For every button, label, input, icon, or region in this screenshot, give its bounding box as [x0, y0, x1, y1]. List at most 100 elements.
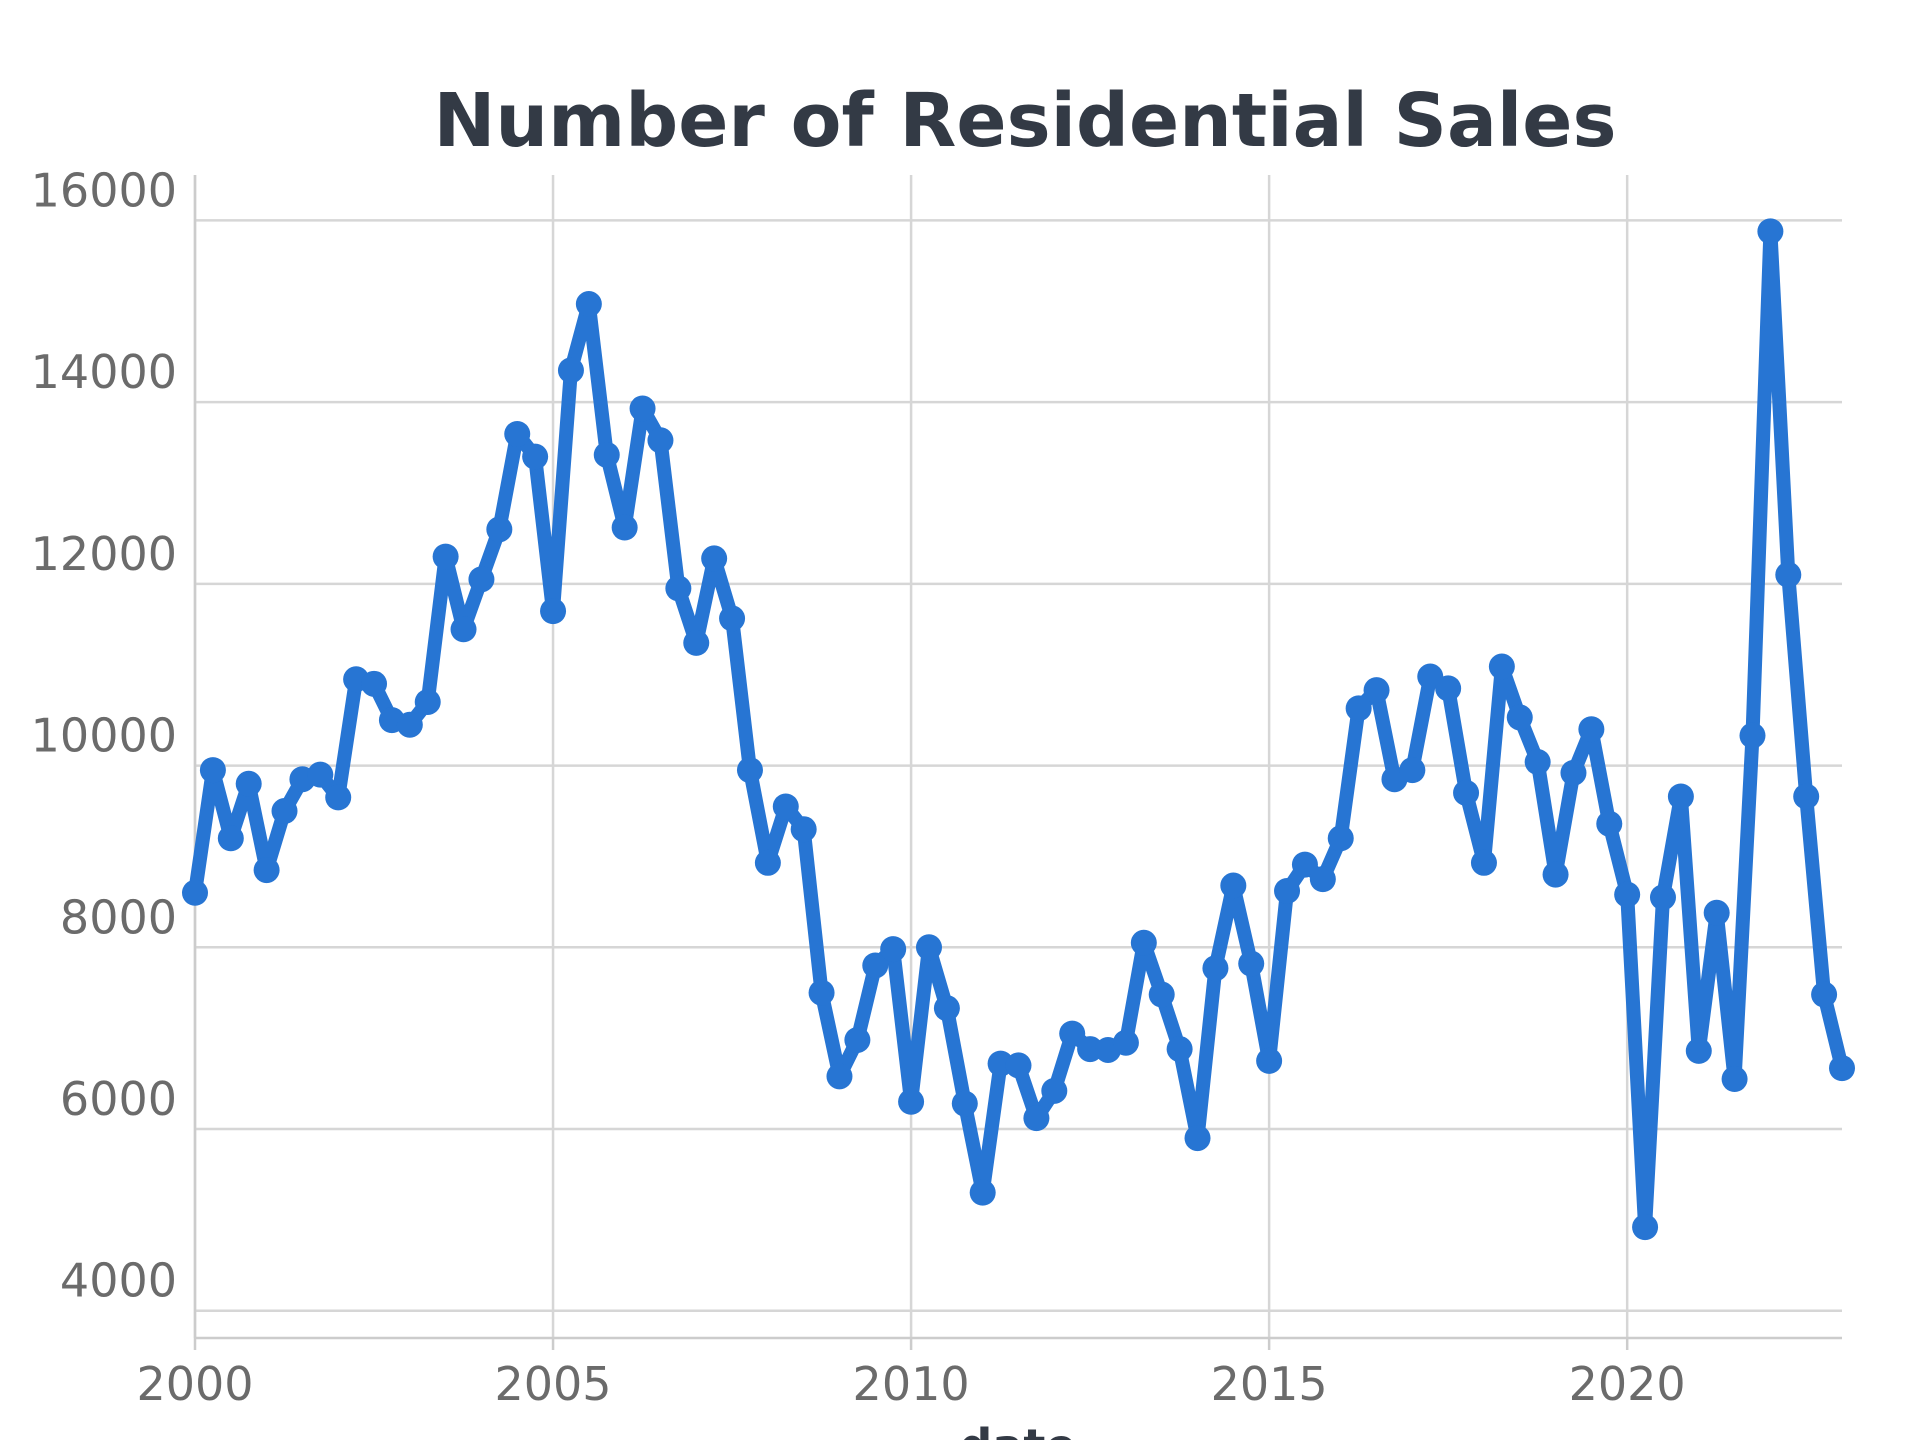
y-tick-label: 12000 — [31, 527, 177, 581]
data-point — [719, 605, 746, 632]
data-point — [1703, 899, 1730, 926]
y-tick: 4000 — [60, 1254, 177, 1308]
data-point — [522, 443, 549, 470]
data-point — [593, 441, 620, 468]
x-tick: 2020 — [1569, 1357, 1686, 1411]
data-point — [1202, 955, 1229, 982]
data-point — [1721, 1066, 1748, 1093]
y-tick: 6000 — [60, 1072, 177, 1126]
data-point — [1453, 779, 1480, 806]
data-point — [701, 545, 728, 572]
data-point — [1166, 1036, 1193, 1063]
y-tick-label: 6000 — [60, 1072, 177, 1126]
data-point — [1256, 1047, 1283, 1074]
data-point — [253, 857, 280, 884]
y-tick: 8000 — [60, 890, 177, 944]
data-point — [1757, 218, 1784, 245]
chart-title: Number of Residential Sales — [433, 78, 1617, 164]
y-tick-label: 4000 — [60, 1254, 177, 1308]
data-point — [575, 291, 602, 318]
data-point — [1649, 884, 1676, 911]
data-point — [826, 1063, 853, 1090]
data-point — [1435, 675, 1462, 702]
data-point — [969, 1179, 996, 1206]
data-point — [1829, 1055, 1855, 1082]
data-point — [665, 575, 692, 602]
series-layer — [182, 218, 1855, 1241]
data-point — [1614, 881, 1641, 908]
data-point — [1184, 1125, 1211, 1152]
data-point — [199, 757, 226, 784]
data-point — [450, 616, 477, 643]
x-tick-label: 2020 — [1569, 1357, 1686, 1411]
data-point — [1685, 1037, 1712, 1064]
x-tick-label: 2005 — [495, 1357, 612, 1411]
x-tick: 2010 — [853, 1357, 970, 1411]
y-tick-label: 14000 — [31, 345, 177, 399]
x-axis-label: date — [959, 1419, 1076, 1440]
data-point — [1309, 866, 1336, 893]
data-point — [1793, 783, 1820, 810]
data-point — [1470, 849, 1497, 876]
y-tick: 16000 — [31, 163, 177, 217]
tick-labels: 4000 6000 8000 10000 12000 14000 16000 2000 2005… — [31, 163, 1686, 1411]
x-tick-label: 2010 — [853, 1357, 970, 1411]
data-point — [844, 1026, 871, 1053]
data-point — [307, 761, 334, 788]
data-point — [1524, 748, 1551, 775]
data-point — [1005, 1052, 1032, 1079]
data-point — [683, 629, 710, 656]
data-point — [1667, 783, 1694, 810]
data-point — [611, 514, 638, 541]
data-point — [754, 849, 781, 876]
data-point — [540, 598, 567, 625]
data-point — [1632, 1214, 1659, 1241]
data-point — [1578, 716, 1605, 743]
data-point — [647, 427, 674, 454]
data-point — [933, 995, 960, 1022]
data-point — [235, 770, 262, 797]
x-tick-label: 2000 — [136, 1357, 253, 1411]
x-tick-label: 2015 — [1211, 1357, 1328, 1411]
data-point — [1775, 561, 1802, 588]
data-point — [1059, 1020, 1086, 1047]
data-point — [898, 1088, 925, 1115]
data-point — [1542, 861, 1569, 888]
data-point — [1148, 981, 1175, 1008]
data-point — [1596, 810, 1623, 837]
y-tick-label: 10000 — [31, 709, 177, 763]
y-tick: 12000 — [31, 527, 177, 581]
data-point — [629, 395, 656, 422]
y-tick: 10000 — [31, 709, 177, 763]
data-point — [1130, 929, 1157, 956]
data-point — [790, 816, 817, 843]
data-point — [396, 711, 423, 738]
axes — [193, 175, 1842, 1350]
data-point — [1488, 653, 1515, 680]
x-tick: 2005 — [495, 1357, 612, 1411]
data-point — [557, 357, 584, 384]
data-point — [271, 798, 298, 825]
data-point — [1023, 1105, 1050, 1132]
data-point — [1220, 872, 1247, 899]
y-tick: 14000 — [31, 345, 177, 399]
y-tick-label: 16000 — [31, 163, 177, 217]
y-tick-label: 8000 — [60, 890, 177, 944]
data-point — [1560, 759, 1587, 786]
data-point — [504, 420, 531, 447]
data-point — [808, 979, 835, 1006]
data-point — [1291, 851, 1318, 878]
data-point — [414, 688, 441, 715]
data-point — [880, 936, 907, 963]
data-point — [361, 670, 388, 697]
data-point — [468, 566, 495, 593]
data-point — [1345, 695, 1372, 722]
data-point — [1238, 950, 1265, 977]
x-tick: 2000 — [136, 1357, 253, 1411]
data-point — [1274, 877, 1301, 904]
data-point — [182, 879, 208, 906]
data-point — [432, 543, 459, 570]
data-point — [736, 757, 763, 784]
data-point — [1363, 677, 1390, 704]
